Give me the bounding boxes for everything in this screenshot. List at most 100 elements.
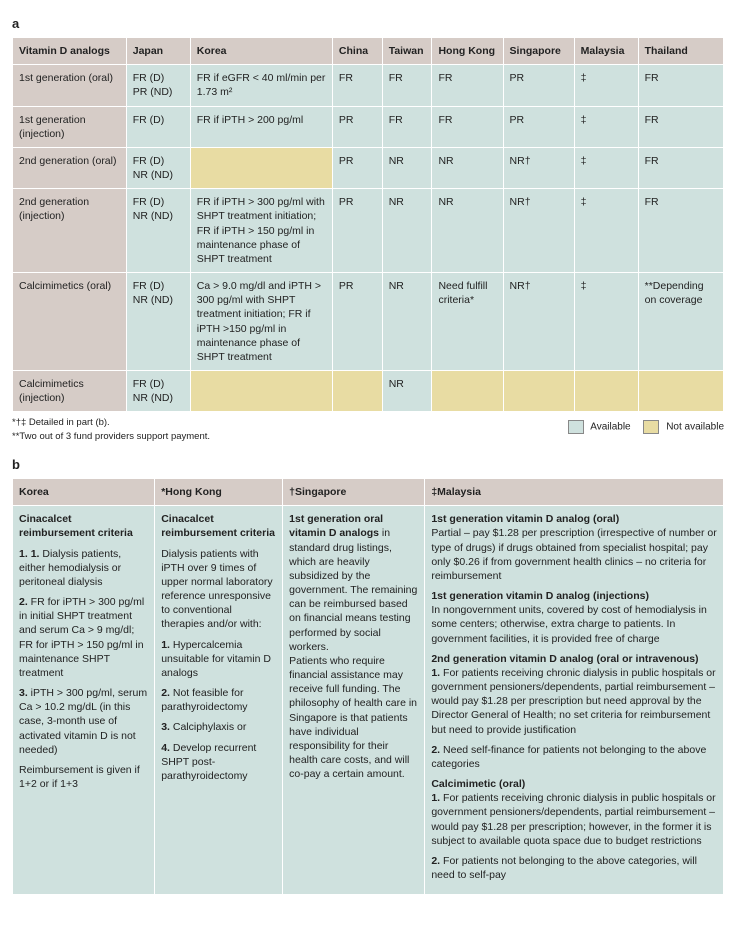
table-cell: NR [382, 371, 432, 412]
table-cell: 1st generation (oral) [13, 65, 127, 106]
my-s2: 1st generation vitamin D analog (injecti… [431, 589, 717, 646]
korea-title: Cinacalcet reimbursement criteria [19, 512, 148, 540]
col-header: †Singapore [283, 479, 425, 506]
col-header: China [332, 38, 382, 65]
table-cell: NR [382, 189, 432, 273]
table-cell: Ca > 9.0 mg/dl and iPTH > 300 pg/ml with… [190, 273, 332, 371]
table-cell: PR [332, 106, 382, 147]
my-s4b: 2. For patients not belonging to the abo… [431, 854, 717, 882]
table-cell: FR [638, 147, 723, 188]
table-cell: NR† [503, 273, 574, 371]
hk-p1: 1. Hypercalcemia unsuitable for vitamin … [161, 638, 276, 681]
table-row: Calcimimetics (injection)FR (D) NR (ND)N… [13, 371, 724, 412]
table-a-header-row: Vitamin D analogsJapanKoreaChinaTaiwanHo… [13, 38, 724, 65]
table-row: 1st generation (oral)FR (D) PR (ND)FR if… [13, 65, 724, 106]
table-cell [332, 371, 382, 412]
table-cell: FR [638, 106, 723, 147]
hk-p4: 4. Develop recurrent SHPT post-parathyro… [161, 741, 276, 784]
hk-p2: 2. Not feasible for parathyroidectomy [161, 686, 276, 714]
table-cell [574, 371, 638, 412]
table-cell: PR [503, 106, 574, 147]
table-cell: ‡ [574, 189, 638, 273]
cell-singapore: 1st generation oral vitamin D analogs in… [283, 506, 425, 895]
col-header: Singapore [503, 38, 574, 65]
table-cell: PR [332, 147, 382, 188]
table-cell: FR if iPTH > 200 pg/ml [190, 106, 332, 147]
panel-b-label: b [12, 457, 724, 472]
table-cell [638, 371, 723, 412]
table-cell: ‡ [574, 147, 638, 188]
table-cell: NR† [503, 189, 574, 273]
table-cell: FR [638, 189, 723, 273]
table-row: 1st generation (injection)FR (D)FR if iP… [13, 106, 724, 147]
sg-text: 1st generation oral vitamin D analogs in… [289, 512, 418, 781]
col-header: Hong Kong [432, 38, 503, 65]
col-header: Malaysia [574, 38, 638, 65]
table-cell: PR [332, 189, 382, 273]
table-row: 2nd generation (injection)FR (D) NR (ND)… [13, 189, 724, 273]
legend-swatch-available [568, 420, 584, 434]
table-cell: 1st generation (injection) [13, 106, 127, 147]
korea-p4: Reimbursement is given if 1+2 or if 1+3 [19, 763, 148, 791]
vitamin-d-table: Vitamin D analogsJapanKoreaChinaTaiwanHo… [12, 37, 724, 412]
hk-p3: 3. Calciphylaxis or [161, 720, 276, 734]
table-cell: FR [382, 65, 432, 106]
col-header: Thailand [638, 38, 723, 65]
table-b-body-row: Cinacalcet reimbursement criteria 1. 1. … [13, 506, 724, 895]
hk-intro: Dialysis patients with iPTH over 9 times… [161, 547, 276, 632]
table-cell: FR (D) PR (ND) [126, 65, 190, 106]
legend: Available Not available [558, 420, 724, 434]
my-s3b: 2. Need self-finance for patients not be… [431, 743, 717, 771]
table-cell [503, 371, 574, 412]
table-cell: ‡ [574, 273, 638, 371]
table-cell: FR [432, 65, 503, 106]
table-cell: FR if iPTH > 300 pg/ml with SHPT treatme… [190, 189, 332, 273]
table-cell: NR [382, 147, 432, 188]
table-cell: NR† [503, 147, 574, 188]
col-header: Korea [190, 38, 332, 65]
table-cell: 2nd generation (oral) [13, 147, 127, 188]
table-cell: Need fulfill criteria* [432, 273, 503, 371]
table-cell: Calcimimetics (oral) [13, 273, 127, 371]
table-cell: FR [382, 106, 432, 147]
table-row: Calcimimetics (oral)FR (D) NR (ND)Ca > 9… [13, 273, 724, 371]
panel-a-label: a [12, 16, 724, 31]
my-s1: 1st generation vitamin D analog (oral)Pa… [431, 512, 717, 583]
col-header: Taiwan [382, 38, 432, 65]
table-cell: NR [432, 189, 503, 273]
table-cell [190, 147, 332, 188]
legend-swatch-not-available [643, 420, 659, 434]
col-header: ‡Malaysia [425, 479, 724, 506]
cell-korea: Cinacalcet reimbursement criteria 1. 1. … [13, 506, 155, 895]
table-cell [190, 371, 332, 412]
table-row: 2nd generation (oral)FR (D) NR (ND)PRNRN… [13, 147, 724, 188]
table-cell: FR (D) NR (ND) [126, 147, 190, 188]
col-header: Korea [13, 479, 155, 506]
table-cell: FR [432, 106, 503, 147]
cell-malaysia: 1st generation vitamin D analog (oral)Pa… [425, 506, 724, 895]
table-cell: ‡ [574, 65, 638, 106]
table-cell: PR [503, 65, 574, 106]
table-cell: NR [382, 273, 432, 371]
table-cell: **Depending on coverage [638, 273, 723, 371]
table-cell: Calcimimetics (injection) [13, 371, 127, 412]
korea-p1: 1. 1. Dialysis patients, either hemodial… [19, 547, 148, 590]
table-cell: FR (D) NR (ND) [126, 273, 190, 371]
table-cell: 2nd generation (injection) [13, 189, 127, 273]
table-cell: FR [332, 65, 382, 106]
legend-label-available: Available [590, 422, 630, 433]
table-cell: FR [638, 65, 723, 106]
table-cell: PR [332, 273, 382, 371]
col-header: *Hong Kong [155, 479, 283, 506]
table-cell: NR [432, 147, 503, 188]
my-s4: Calcimimetic (oral)1. For patients recei… [431, 777, 717, 848]
table-cell: FR (D) NR (ND) [126, 189, 190, 273]
table-cell [432, 371, 503, 412]
cell-hongkong: Cinacalcet reimbursement criteria Dialys… [155, 506, 283, 895]
table-b-header-row: Korea*Hong Kong†Singapore‡Malaysia [13, 479, 724, 506]
table-cell: FR (D) [126, 106, 190, 147]
legend-label-not-available: Not available [666, 422, 724, 433]
hk-title: Cinacalcet reimbursement criteria [161, 512, 276, 540]
table-cell: ‡ [574, 106, 638, 147]
table-cell: FR if eGFR < 40 ml/min per 1.73 m² [190, 65, 332, 106]
